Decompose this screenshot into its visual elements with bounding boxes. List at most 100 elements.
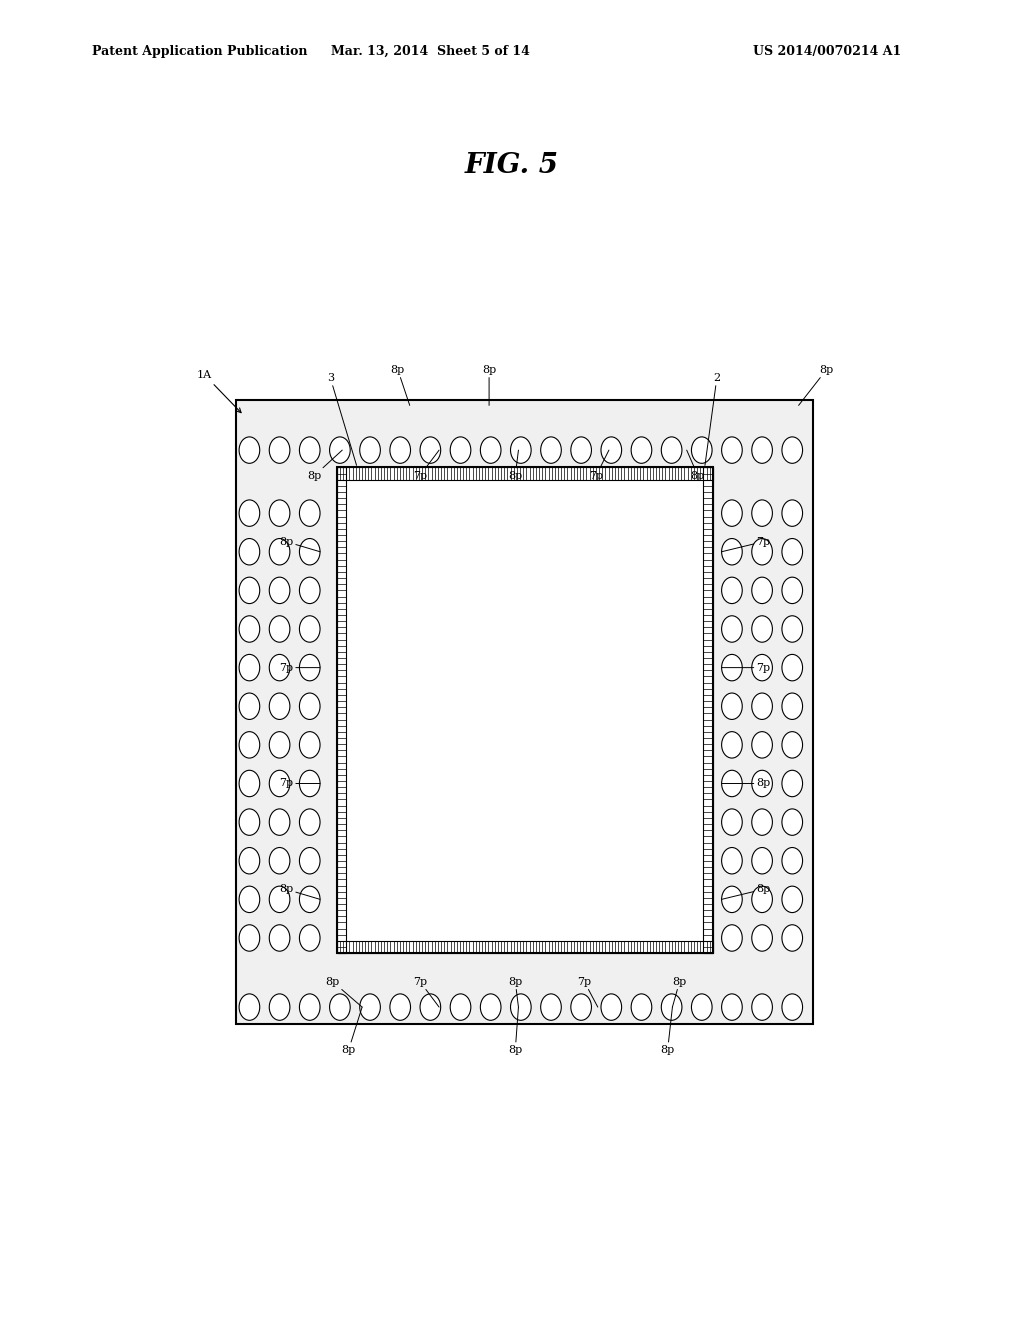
- Circle shape: [269, 577, 290, 603]
- Bar: [337, 941, 713, 953]
- Circle shape: [359, 437, 380, 463]
- Text: 1A: 1A: [197, 370, 241, 413]
- Circle shape: [299, 809, 321, 836]
- Circle shape: [240, 577, 260, 603]
- Circle shape: [782, 500, 803, 527]
- Circle shape: [299, 886, 321, 912]
- Text: Mar. 13, 2014  Sheet 5 of 14: Mar. 13, 2014 Sheet 5 of 14: [331, 45, 529, 58]
- Circle shape: [601, 437, 622, 463]
- Circle shape: [722, 539, 742, 565]
- Circle shape: [269, 615, 290, 643]
- Circle shape: [240, 731, 260, 758]
- Circle shape: [330, 437, 350, 463]
- Circle shape: [299, 925, 321, 952]
- Text: US 2014/0070214 A1: US 2014/0070214 A1: [753, 45, 901, 58]
- Circle shape: [390, 994, 411, 1020]
- Circle shape: [662, 994, 682, 1020]
- Circle shape: [299, 731, 321, 758]
- Circle shape: [240, 437, 260, 463]
- Circle shape: [752, 693, 772, 719]
- Bar: [703, 467, 713, 953]
- Circle shape: [451, 437, 471, 463]
- Circle shape: [269, 500, 290, 527]
- Circle shape: [269, 771, 290, 797]
- Circle shape: [782, 693, 803, 719]
- Circle shape: [240, 809, 260, 836]
- Circle shape: [240, 994, 260, 1020]
- Circle shape: [480, 994, 501, 1020]
- Circle shape: [631, 994, 652, 1020]
- Text: 7p: 7p: [578, 977, 598, 1007]
- Text: 8p: 8p: [307, 450, 342, 480]
- Circle shape: [240, 615, 260, 643]
- Circle shape: [782, 731, 803, 758]
- Circle shape: [269, 925, 290, 952]
- Bar: [236, 400, 813, 1024]
- Circle shape: [782, 847, 803, 874]
- Circle shape: [390, 437, 411, 463]
- Text: 8p: 8p: [508, 977, 522, 1007]
- Circle shape: [269, 437, 290, 463]
- Text: 8p: 8p: [508, 450, 522, 480]
- Text: 8p: 8p: [341, 1007, 362, 1055]
- Circle shape: [752, 577, 772, 603]
- Circle shape: [420, 437, 440, 463]
- Circle shape: [752, 994, 772, 1020]
- Circle shape: [299, 437, 321, 463]
- Circle shape: [752, 771, 772, 797]
- Circle shape: [722, 655, 742, 681]
- Text: 2: 2: [705, 374, 721, 466]
- Circle shape: [240, 886, 260, 912]
- Circle shape: [722, 500, 742, 527]
- Circle shape: [299, 994, 321, 1020]
- Circle shape: [240, 693, 260, 719]
- Circle shape: [269, 847, 290, 874]
- Text: 8p: 8p: [279, 884, 321, 899]
- Text: 7p: 7p: [722, 537, 771, 552]
- Circle shape: [570, 437, 592, 463]
- Circle shape: [299, 655, 321, 681]
- Bar: [337, 467, 713, 953]
- Circle shape: [570, 994, 592, 1020]
- Circle shape: [299, 847, 321, 874]
- Circle shape: [752, 925, 772, 952]
- Circle shape: [480, 437, 501, 463]
- Text: 8p: 8p: [326, 977, 362, 1007]
- Circle shape: [782, 655, 803, 681]
- Circle shape: [782, 539, 803, 565]
- Circle shape: [782, 771, 803, 797]
- Circle shape: [722, 693, 742, 719]
- Circle shape: [752, 809, 772, 836]
- Text: FIG. 5: FIG. 5: [465, 152, 559, 178]
- Circle shape: [782, 809, 803, 836]
- Circle shape: [722, 886, 742, 912]
- Circle shape: [269, 655, 290, 681]
- Circle shape: [752, 437, 772, 463]
- Circle shape: [240, 539, 260, 565]
- Circle shape: [240, 847, 260, 874]
- Circle shape: [722, 577, 742, 603]
- Text: 8p: 8p: [279, 537, 321, 552]
- Circle shape: [511, 994, 531, 1020]
- Text: 8p: 8p: [660, 1007, 675, 1055]
- Circle shape: [299, 539, 321, 565]
- Text: Patent Application Publication: Patent Application Publication: [92, 45, 307, 58]
- Text: 8p: 8p: [722, 884, 771, 899]
- Circle shape: [299, 771, 321, 797]
- Circle shape: [722, 925, 742, 952]
- Text: 8p: 8p: [799, 364, 834, 405]
- Bar: [337, 467, 713, 479]
- Circle shape: [240, 925, 260, 952]
- Text: 8p: 8p: [722, 779, 771, 788]
- Circle shape: [269, 809, 290, 836]
- Circle shape: [269, 886, 290, 912]
- Text: 7p: 7p: [722, 663, 771, 673]
- Circle shape: [691, 437, 712, 463]
- Circle shape: [722, 615, 742, 643]
- Circle shape: [299, 693, 321, 719]
- Circle shape: [752, 731, 772, 758]
- Circle shape: [330, 994, 350, 1020]
- Circle shape: [722, 437, 742, 463]
- Circle shape: [752, 615, 772, 643]
- Circle shape: [269, 693, 290, 719]
